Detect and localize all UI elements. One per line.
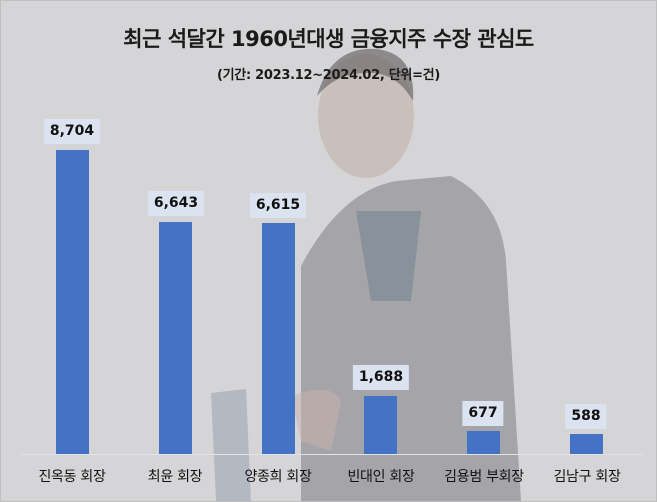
bar-5 [570, 434, 603, 454]
bar-0 [56, 150, 89, 454]
value-label-5: 588 [565, 404, 607, 429]
chart-title: 최근 석달간 1960년대생 금융지주 수장 관심도 [123, 27, 534, 51]
x-axis-line [21, 454, 643, 455]
x-label-3: 빈대인 회장 [347, 469, 415, 485]
bar-4 [467, 431, 500, 454]
value-label-2: 6,615 [249, 193, 307, 218]
value-label-0: 8,704 [43, 119, 101, 144]
bar-2 [262, 223, 295, 454]
bar-1 [159, 222, 192, 454]
bar-3 [364, 396, 397, 454]
chart-subtitle: (기간: 2023.12~2024.02, 단위=건) [217, 68, 440, 83]
x-label-0: 진옥동 회장 [38, 469, 106, 485]
x-label-2: 양종희 회장 [244, 469, 312, 485]
value-label-4: 677 [462, 401, 504, 426]
x-label-4: 김용범 부회장 [444, 469, 524, 485]
x-label-5: 김남구 회장 [553, 469, 621, 485]
x-label-1: 최윤 회장 [147, 469, 203, 485]
value-label-1: 6,643 [147, 191, 205, 216]
value-label-3: 1,688 [352, 365, 410, 390]
